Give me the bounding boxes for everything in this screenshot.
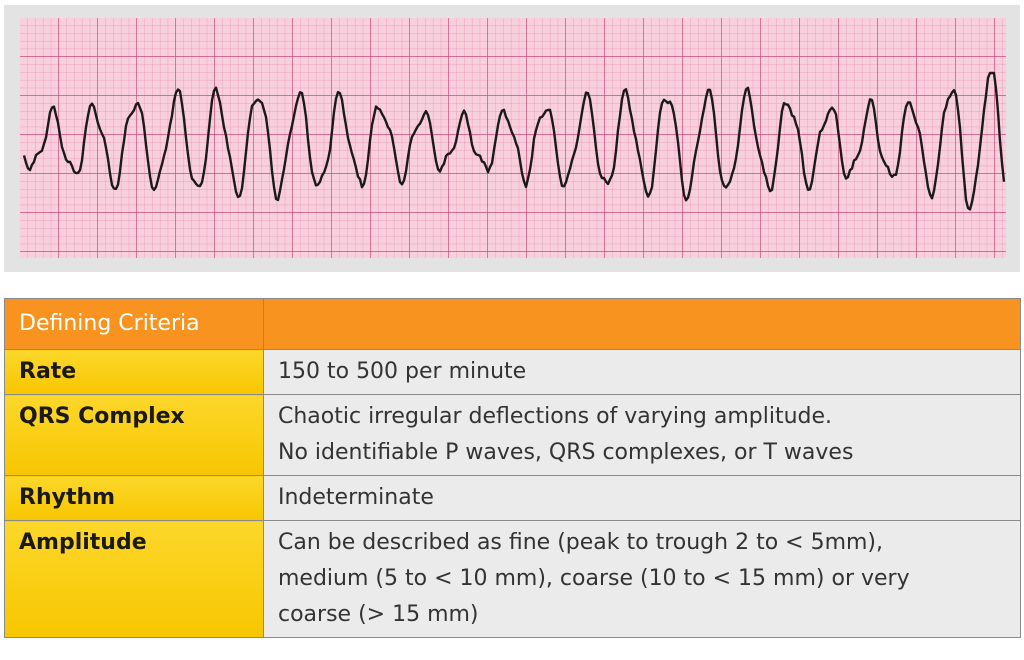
row-text: 150 to 500 per minute xyxy=(263,349,1021,395)
ecg-grid xyxy=(20,18,1006,258)
row-label: Rate xyxy=(4,349,264,395)
header-blank xyxy=(263,298,1021,350)
text-line: Indeterminate xyxy=(278,485,434,510)
row-text: Can be described as fine (peak to trough… xyxy=(263,520,1021,638)
row-label: QRS Complex xyxy=(4,394,264,476)
row-text: Indeterminate xyxy=(263,475,1021,521)
row-label: Amplitude xyxy=(4,520,264,638)
ecg-strip xyxy=(20,18,1006,258)
table-row: Rhythm Indeterminate xyxy=(4,475,1021,521)
criteria-table: Defining Criteria Rate 150 to 500 per min… xyxy=(4,298,1021,638)
text-line: Can be described as fine (peak to trough… xyxy=(278,530,884,555)
text-line: No identifiable P waves, QRS complexes, … xyxy=(278,440,854,465)
row-text: Chaotic irregular deflections of varying… xyxy=(263,394,1021,476)
text-line: coarse (> 15 mm) xyxy=(278,602,479,627)
table-row: Rate 150 to 500 per minute xyxy=(4,349,1021,395)
table-row: Amplitude Can be described as fine (peak … xyxy=(4,520,1021,638)
text-line: 150 to 500 per minute xyxy=(278,359,527,384)
text-line: Chaotic irregular deflections of varying… xyxy=(278,404,833,429)
text-line: medium (5 to < 10 mm), coarse (10 to < 1… xyxy=(278,566,910,591)
row-label: Rhythm xyxy=(4,475,264,521)
header-row: Defining Criteria xyxy=(4,298,1021,350)
ecg-trace xyxy=(22,71,1006,211)
ecg-panel xyxy=(4,5,1020,272)
table-row: QRS Complex Chaotic irregular deflections… xyxy=(4,394,1021,476)
header-title: Defining Criteria xyxy=(4,298,264,350)
